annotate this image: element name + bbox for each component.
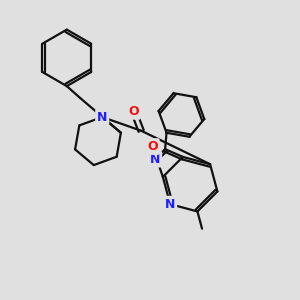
Text: O: O bbox=[128, 105, 139, 118]
Text: N: N bbox=[150, 153, 160, 166]
Text: N: N bbox=[165, 198, 175, 211]
Text: N: N bbox=[97, 111, 107, 124]
Text: O: O bbox=[147, 140, 158, 153]
